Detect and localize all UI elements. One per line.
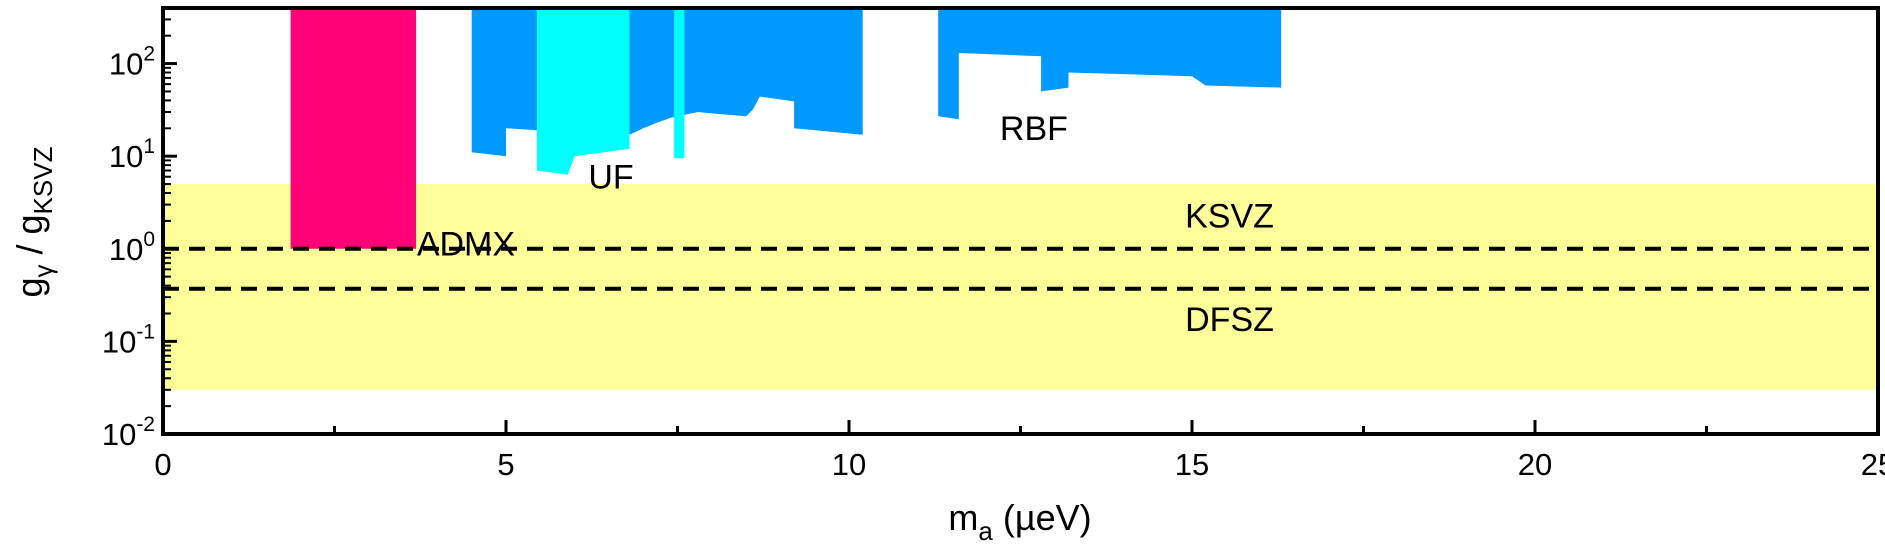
y-tick-label: 10-1 [102,320,155,359]
exclusion-region-admx-0 [290,8,417,249]
annotation-uf: UF [588,158,633,196]
model-band [163,184,1878,390]
y-tick-label: 100 [109,228,155,267]
exclusion-region-uf-4 [674,8,685,159]
annotation-ksvz: KSVZ [1185,197,1274,235]
annotation-dfsz: DFSZ [1185,301,1274,339]
x-tick-label: 5 [497,447,514,482]
x-tick-label: 20 [1518,447,1552,482]
y-axis-label: gγ / gKSVZ [9,146,58,297]
x-tick-label: 10 [832,447,866,482]
x-axis-label: ma (µeV) [948,497,1091,546]
exclusion-region-uf-3 [536,8,630,175]
x-tick-label: 0 [154,447,171,482]
exclusion-region-rbf-1 [471,8,863,157]
annotation-admx: ADMX [417,225,515,263]
y-tick-label: 10-2 [102,413,155,452]
annotation-rbf: RBF [1000,110,1068,148]
x-tick-label: 15 [1175,447,1209,482]
y-tick-label: 102 [109,43,155,82]
x-tick-label: 25 [1861,447,1885,482]
y-tick-label: 101 [109,135,155,174]
exclusion-region-rbf-2 [938,8,1282,120]
